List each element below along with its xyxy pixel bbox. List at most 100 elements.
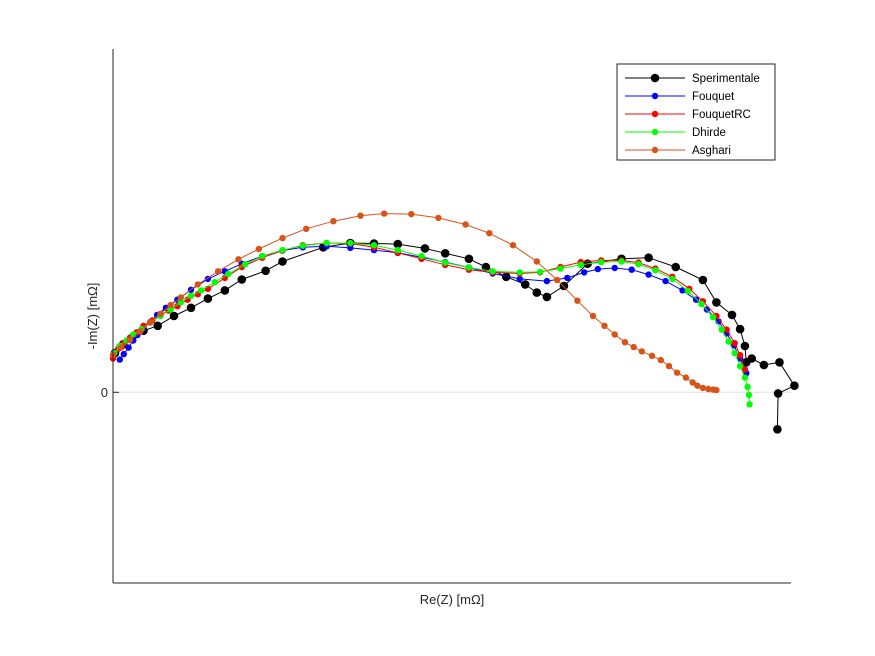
data-point bbox=[759, 360, 769, 370]
data-point bbox=[347, 239, 354, 247]
data-point bbox=[197, 287, 205, 294]
data-point bbox=[486, 230, 493, 237]
data-point bbox=[628, 266, 635, 273]
data-point bbox=[279, 234, 286, 242]
data-point bbox=[589, 312, 597, 320]
data-point bbox=[648, 352, 656, 359]
legend-label: FouquetRC bbox=[692, 109, 751, 121]
data-point bbox=[630, 343, 637, 351]
series-asghari bbox=[109, 210, 720, 394]
data-point bbox=[741, 366, 749, 373]
data-point bbox=[509, 242, 517, 249]
data-point bbox=[635, 261, 642, 268]
data-point bbox=[116, 356, 124, 363]
data-point bbox=[533, 258, 540, 265]
data-point bbox=[237, 275, 247, 284]
data-point bbox=[665, 362, 673, 370]
data-point bbox=[692, 296, 700, 303]
data-point bbox=[577, 261, 584, 268]
data-point bbox=[747, 354, 756, 363]
y-ticks: 0 bbox=[101, 385, 119, 400]
data-point bbox=[330, 218, 337, 225]
data-point bbox=[203, 294, 213, 303]
data-point bbox=[698, 275, 708, 285]
legend-label: Sperimentale bbox=[692, 73, 760, 85]
data-point bbox=[357, 212, 364, 219]
data-point bbox=[689, 379, 696, 386]
data-point bbox=[323, 239, 330, 247]
data-point bbox=[598, 258, 605, 266]
data-point bbox=[394, 246, 401, 254]
data-point bbox=[673, 369, 681, 376]
data-point bbox=[662, 277, 669, 285]
data-point bbox=[684, 287, 692, 295]
data-point bbox=[694, 382, 701, 389]
data-point bbox=[481, 262, 491, 272]
data-point bbox=[644, 253, 653, 262]
data-point bbox=[746, 401, 753, 408]
data-point bbox=[699, 384, 707, 392]
data-point bbox=[261, 266, 270, 276]
data-point bbox=[214, 268, 222, 275]
data-point bbox=[120, 350, 128, 358]
data-point bbox=[581, 269, 588, 276]
data-point bbox=[621, 339, 629, 346]
data-point bbox=[618, 258, 625, 265]
data-point bbox=[713, 386, 720, 394]
data-point bbox=[741, 374, 749, 381]
data-point bbox=[542, 292, 552, 302]
data-point bbox=[718, 326, 725, 333]
data-point bbox=[370, 242, 378, 249]
data-point bbox=[177, 294, 184, 301]
legend-item: Sperimentale bbox=[625, 73, 760, 85]
data-point bbox=[435, 214, 442, 222]
legend-marker bbox=[651, 128, 659, 136]
data-point bbox=[235, 256, 242, 263]
data-point bbox=[679, 287, 686, 294]
data-point bbox=[225, 270, 232, 278]
data-point bbox=[559, 281, 569, 291]
data-point bbox=[564, 274, 571, 282]
data-point bbox=[420, 244, 430, 253]
data-point bbox=[532, 288, 542, 297]
data-point bbox=[645, 271, 652, 278]
legend-item: FouquetRC bbox=[625, 109, 751, 121]
data-point bbox=[303, 225, 310, 232]
legend-label: Asghari bbox=[692, 145, 731, 157]
data-point bbox=[220, 286, 230, 295]
data-point bbox=[740, 341, 750, 351]
legend-marker bbox=[651, 110, 659, 118]
data-point bbox=[536, 268, 544, 276]
data-point bbox=[278, 257, 287, 266]
data-point bbox=[611, 264, 618, 272]
data-point bbox=[211, 279, 218, 286]
data-point bbox=[501, 272, 511, 282]
data-point bbox=[157, 310, 164, 317]
legend: Sperimentale Fouquet FouquetRC Dhirde Asghar… bbox=[616, 63, 776, 161]
data-point bbox=[773, 389, 783, 398]
data-point bbox=[187, 292, 195, 299]
legend-item: Asghari bbox=[625, 145, 731, 157]
legend-marker bbox=[651, 146, 659, 154]
data-point bbox=[712, 298, 721, 307]
data-point bbox=[553, 276, 561, 284]
data-point bbox=[736, 362, 744, 370]
data-point bbox=[381, 210, 388, 217]
data-point bbox=[167, 301, 174, 309]
legend-marker bbox=[651, 92, 659, 100]
data-point bbox=[745, 391, 753, 399]
data-point bbox=[464, 254, 474, 264]
data-point bbox=[790, 381, 799, 391]
data-point bbox=[725, 338, 732, 345]
data-point bbox=[735, 324, 745, 334]
data-point bbox=[136, 328, 144, 335]
legend-item: Dhirde bbox=[625, 127, 726, 139]
data-point bbox=[177, 299, 184, 306]
data-point bbox=[126, 336, 134, 344]
data-point bbox=[125, 344, 132, 351]
data-point bbox=[299, 242, 306, 249]
data-point bbox=[169, 311, 179, 321]
legend-label: Fouquet bbox=[692, 91, 735, 103]
data-point bbox=[393, 239, 403, 249]
